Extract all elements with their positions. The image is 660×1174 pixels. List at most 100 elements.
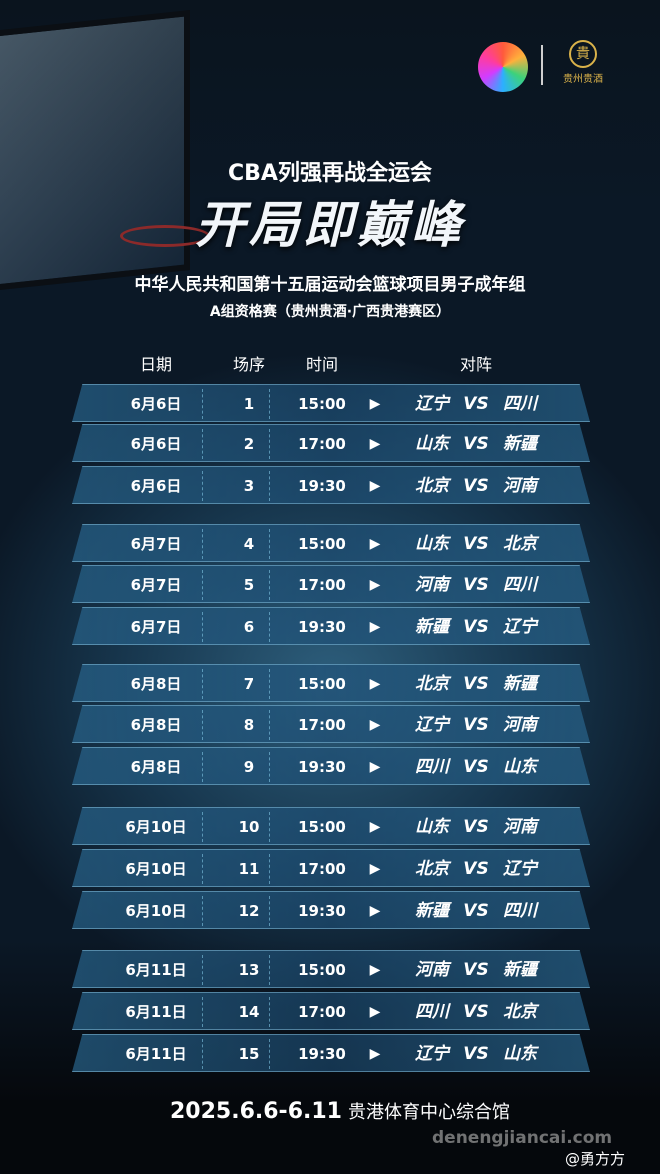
match-time: 19:30 <box>298 1045 346 1063</box>
vs-label: VS <box>463 617 489 637</box>
match-time: 17:00 <box>298 716 346 734</box>
match-time: 19:30 <box>298 902 346 920</box>
column-divider <box>269 389 270 419</box>
match-number: 10 <box>238 818 260 836</box>
footer: 2025.6.6-6.11 贵港体育中心综合馆 <box>170 1098 510 1124</box>
match-date: 6月6日 <box>130 435 182 453</box>
match-date: 6月11日 <box>125 1003 187 1021</box>
vs-label: VS <box>463 817 489 837</box>
match-number: 7 <box>243 675 255 693</box>
match-number: 1 <box>243 395 255 413</box>
match-row: 6月6日 1 15:00 ▶ 辽宁 VS 四川 <box>72 384 590 422</box>
match-date: 6月7日 <box>130 618 182 636</box>
match-time: 17:00 <box>298 1003 346 1021</box>
match-row: 6月8日 7 15:00 ▶ 北京 VS 新疆 <box>72 664 590 702</box>
away-team: 辽宁 <box>503 859 537 879</box>
column-divider <box>202 955 203 985</box>
column-divider <box>202 669 203 699</box>
away-team: 四川 <box>503 575 537 595</box>
play-arrow-icon: ▶ <box>369 819 381 835</box>
match-date: 6月8日 <box>130 675 182 693</box>
home-team: 辽宁 <box>415 1044 449 1064</box>
hoop-rim-image <box>120 225 210 247</box>
away-team: 山东 <box>503 757 537 777</box>
match-number: 2 <box>243 435 255 453</box>
column-divider <box>202 471 203 501</box>
match-time: 15:00 <box>298 675 346 693</box>
away-team: 北京 <box>503 1002 537 1022</box>
away-team: 四川 <box>503 901 537 921</box>
vs-label: VS <box>463 757 489 777</box>
column-divider <box>202 389 203 419</box>
away-team: 新疆 <box>503 434 537 454</box>
column-divider <box>269 955 270 985</box>
column-divider <box>202 612 203 642</box>
home-team: 北京 <box>415 674 449 694</box>
play-arrow-icon: ▶ <box>369 436 381 452</box>
vs-label: VS <box>463 434 489 454</box>
match-time: 19:30 <box>298 758 346 776</box>
vs-label: VS <box>463 960 489 980</box>
home-team: 四川 <box>415 757 449 777</box>
home-team: 北京 <box>415 859 449 879</box>
away-team: 北京 <box>503 534 537 554</box>
match-date: 6月6日 <box>130 395 182 413</box>
match-time: 15:00 <box>298 535 346 553</box>
match-row: 6月11日 14 17:00 ▶ 四川 VS 北京 <box>72 992 590 1030</box>
away-team: 河南 <box>503 476 537 496</box>
play-arrow-icon: ▶ <box>369 759 381 775</box>
column-divider <box>269 612 270 642</box>
match-date: 6月10日 <box>125 818 187 836</box>
match-number: 11 <box>238 860 260 878</box>
column-divider <box>269 570 270 600</box>
vs-label: VS <box>463 901 489 921</box>
play-arrow-icon: ▶ <box>369 717 381 733</box>
subtitle: 中华人民共和国第十五届运动会篮球项目男子成年组 <box>134 275 526 295</box>
match-number: 5 <box>243 576 255 594</box>
match-row: 6月7日 4 15:00 ▶ 山东 VS 北京 <box>72 524 590 562</box>
sponsor-name: 贵州贵酒 <box>563 74 603 85</box>
column-divider <box>202 570 203 600</box>
column-divider <box>269 896 270 926</box>
match-date: 6月7日 <box>130 535 182 553</box>
away-team: 四川 <box>503 394 537 414</box>
column-divider <box>269 997 270 1027</box>
home-team: 辽宁 <box>415 715 449 735</box>
match-number: 8 <box>243 716 255 734</box>
weibo-handle: @勇方方 <box>565 1150 626 1168</box>
match-time: 17:00 <box>298 860 346 878</box>
match-row: 6月8日 8 17:00 ▶ 辽宁 VS 河南 <box>72 705 590 743</box>
column-divider <box>202 896 203 926</box>
match-number: 13 <box>238 961 260 979</box>
column-divider <box>202 1039 203 1069</box>
column-divider <box>269 812 270 842</box>
column-divider <box>269 471 270 501</box>
match-row: 6月6日 2 17:00 ▶ 山东 VS 新疆 <box>72 424 590 462</box>
column-divider <box>202 997 203 1027</box>
match-row: 6月7日 6 19:30 ▶ 新疆 VS 辽宁 <box>72 607 590 645</box>
match-date: 6月8日 <box>130 716 182 734</box>
away-team: 河南 <box>503 715 537 735</box>
home-team: 辽宁 <box>415 394 449 414</box>
column-header-date: 日期 <box>139 355 173 374</box>
match-time: 15:00 <box>298 818 346 836</box>
home-team: 河南 <box>415 575 449 595</box>
match-row: 6月6日 3 19:30 ▶ 北京 VS 河南 <box>72 466 590 504</box>
match-number: 14 <box>238 1003 260 1021</box>
column-divider <box>202 429 203 459</box>
match-row: 6月10日 10 15:00 ▶ 山东 VS 河南 <box>72 807 590 845</box>
column-divider <box>269 752 270 782</box>
play-arrow-icon: ▶ <box>369 536 381 552</box>
sponsor-logo: 貴 贵州贵酒 <box>553 40 613 85</box>
home-team: 河南 <box>415 960 449 980</box>
play-arrow-icon: ▶ <box>369 619 381 635</box>
match-number: 6 <box>243 618 255 636</box>
column-divider <box>202 710 203 740</box>
match-time: 17:00 <box>298 576 346 594</box>
match-number: 4 <box>243 535 255 553</box>
home-team: 山东 <box>415 817 449 837</box>
home-team: 新疆 <box>415 617 449 637</box>
away-team: 河南 <box>503 817 537 837</box>
vs-label: VS <box>463 715 489 735</box>
column-divider <box>269 710 270 740</box>
